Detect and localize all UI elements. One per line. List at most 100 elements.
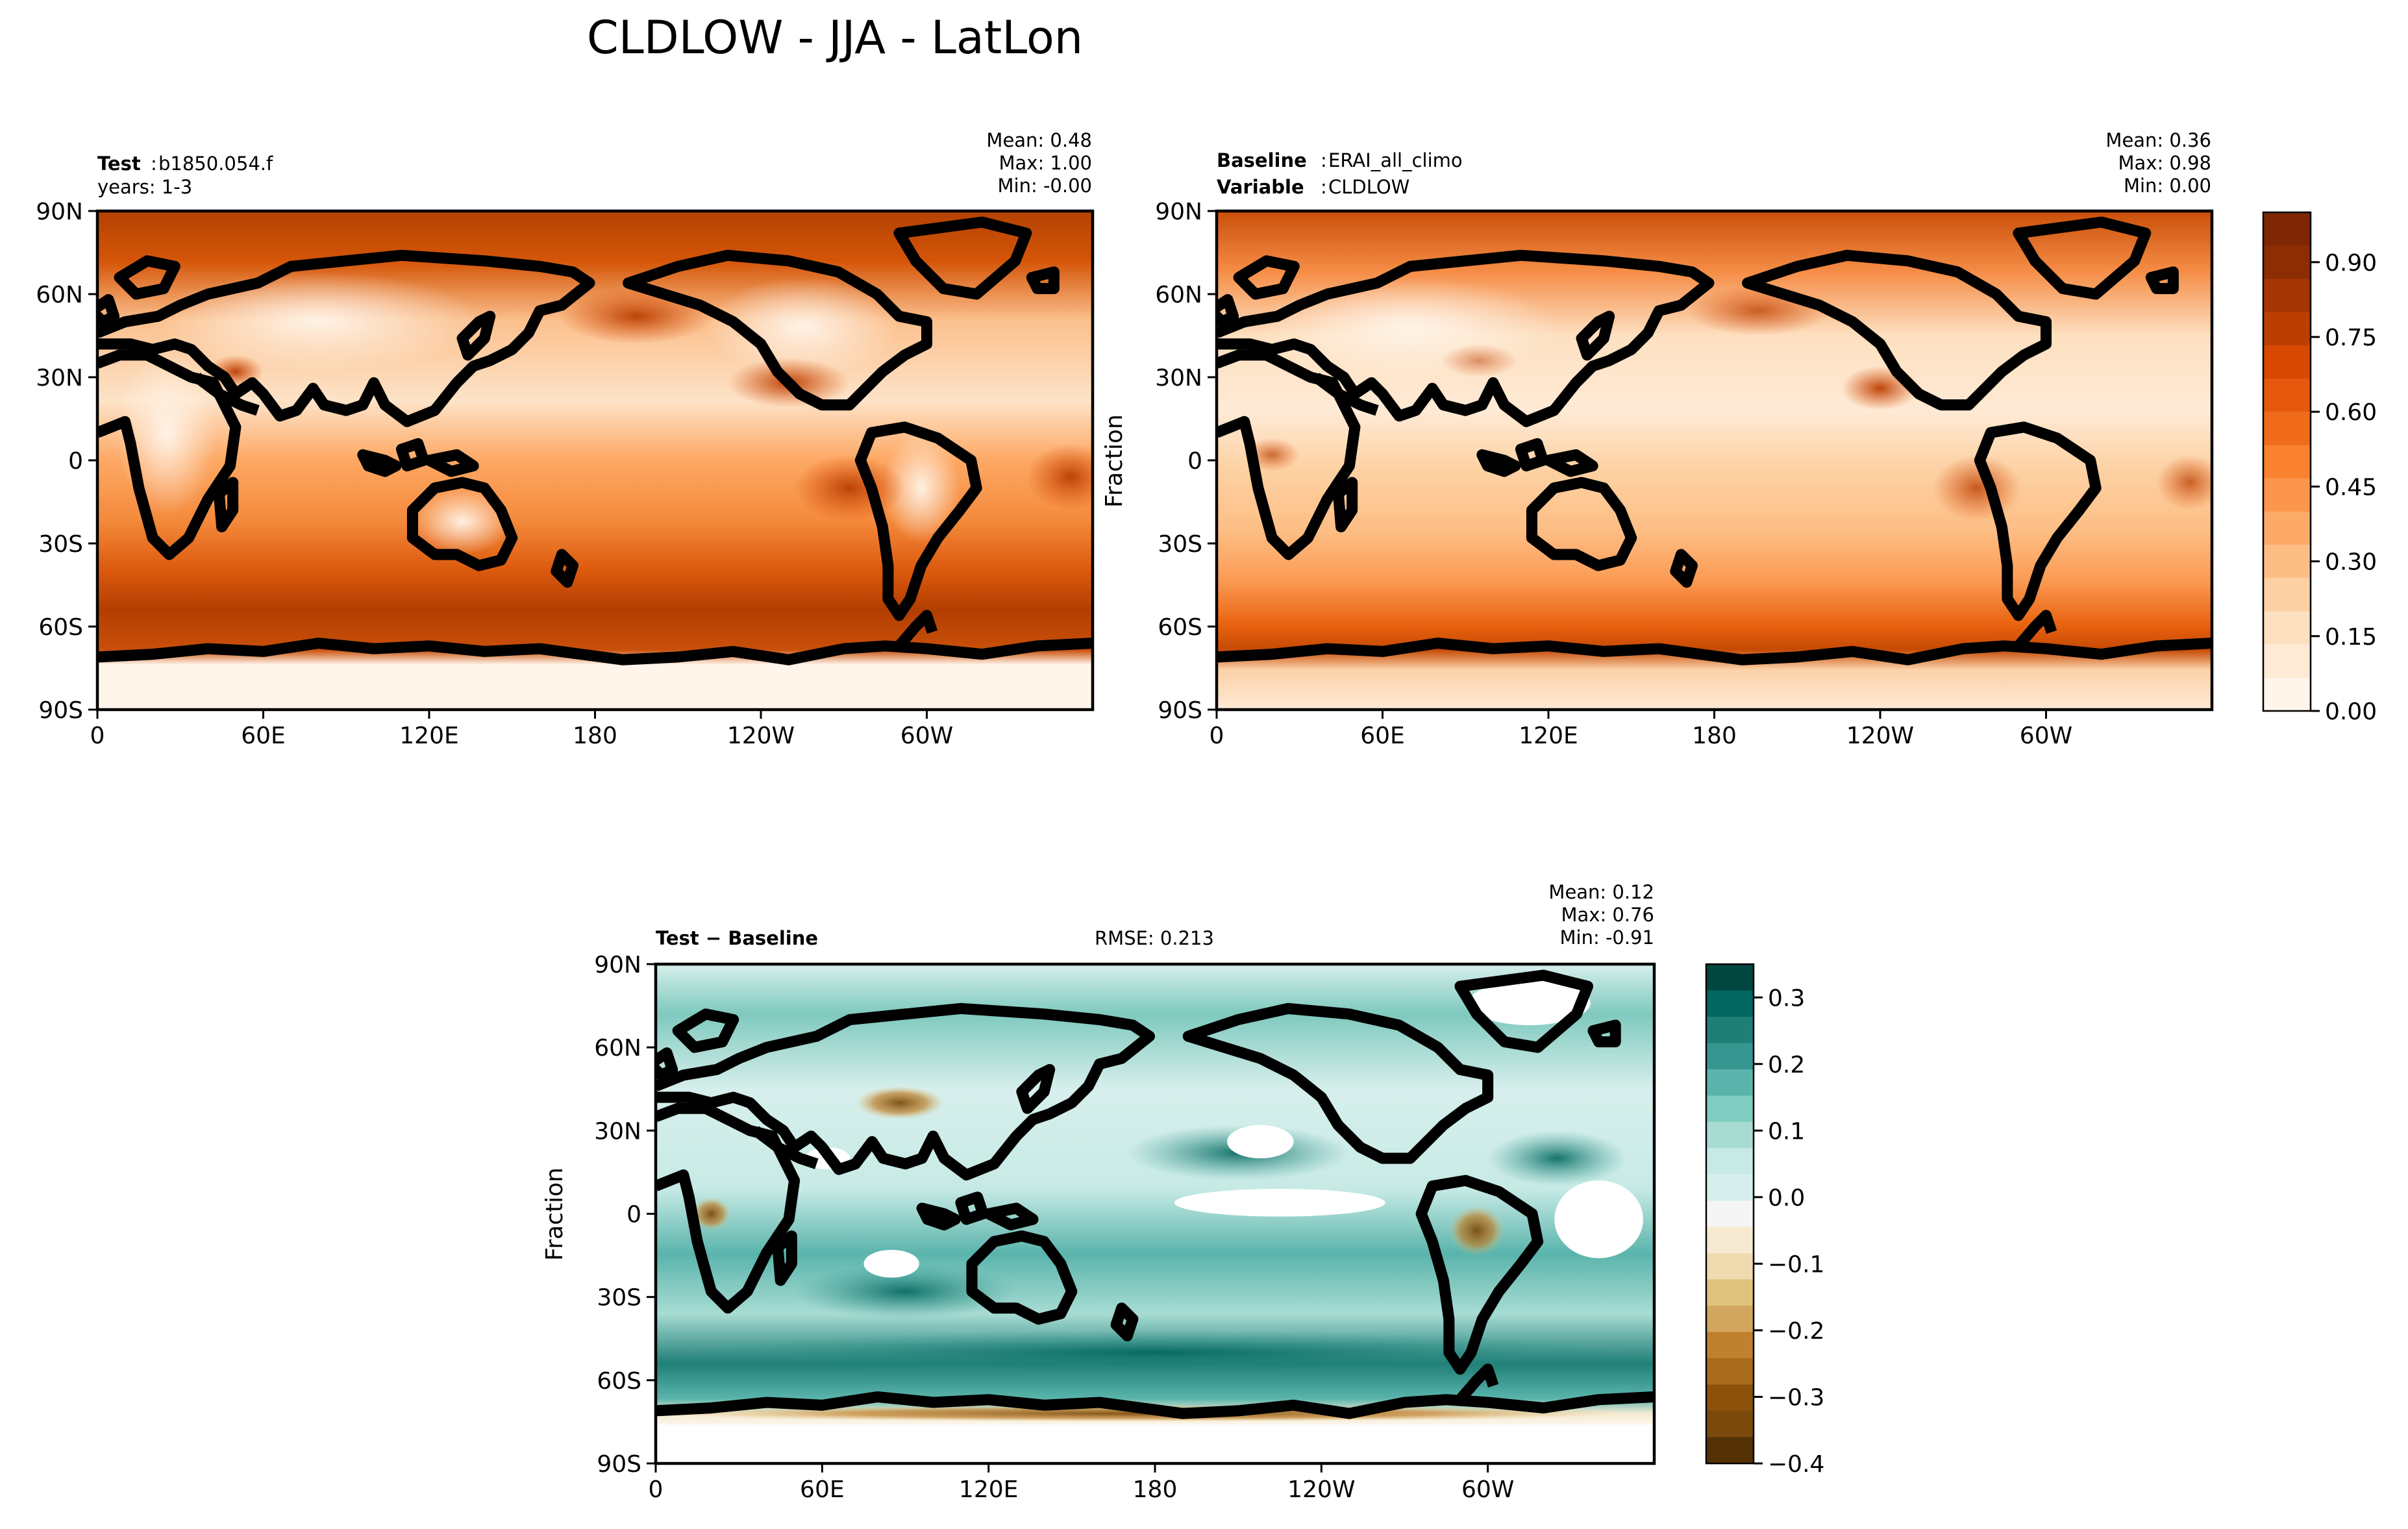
- y-tick-label: 30S: [38, 531, 83, 558]
- y-tick-label: 30S: [1158, 531, 1202, 558]
- diff-asia-brown: [855, 1086, 945, 1120]
- baseline-npac-hot: [1686, 286, 1831, 336]
- x-tick-label: 120E: [399, 723, 458, 749]
- test-label-sep: :: [151, 153, 157, 175]
- panel-baseline: Baseline : ERAI_all_climo Variable : CLD…: [1101, 129, 2214, 712]
- y-tick-label: 30N: [594, 1118, 641, 1145]
- y-tick-label: 60N: [1155, 282, 1202, 308]
- x-tick-label: 60W: [2020, 723, 2072, 749]
- diff-label-bold: Test − Baseline: [656, 927, 818, 949]
- diff-africa-brown: [691, 1197, 731, 1231]
- colorbar-difference: 0.3 0.2 0.1 0.0 −0.1 −0.2 −0.3 −0.4: [1705, 963, 1824, 1478]
- test-label-text: b1850.054.f: [158, 153, 273, 175]
- baseline-label-text: ERAI_all_climo: [1328, 149, 1463, 171]
- baseline-variable-text: CLDLOW: [1328, 176, 1409, 198]
- panel-test: Test : b1850.054.f years: 1-3 Mean: 0.48…: [95, 129, 1095, 712]
- diff-so-teal: [669, 1330, 1641, 1375]
- diff-mask-io: [863, 1250, 919, 1278]
- y-tick-label: 90S: [1158, 697, 1202, 724]
- colorbar-fraction: 0.00 0.15 0.30 0.45 0.60 0.75 0.90: [2262, 211, 2377, 725]
- colorbar-tick-label: 0.90: [2325, 250, 2377, 277]
- test-australia-pale: [412, 488, 512, 555]
- diff-rmse: RMSE: 0.213: [1095, 927, 1214, 949]
- test-axis-ticks: 0 60E 120E 180 120W 60W 90N 60N 30N 0 30S 60S 90S: [36, 199, 953, 749]
- baseline-seatl-hot: [2156, 454, 2212, 510]
- x-tick-label: 180: [573, 723, 617, 749]
- y-tick-label: 60S: [1158, 614, 1202, 641]
- colorbar-difference-frame: [1705, 963, 1755, 1465]
- test-namerica-pale: [705, 277, 899, 377]
- y-tick-label: 90N: [1155, 199, 1202, 225]
- y-tick-label: 0: [68, 448, 83, 475]
- diff-seind-teal: [794, 1263, 1017, 1319]
- diff-natl-teal: [1487, 1130, 1627, 1186]
- colorbar-fraction-frame: [2262, 211, 2312, 712]
- y-tick-label: 90S: [38, 697, 83, 724]
- diff-amazon-brown: [1448, 1205, 1505, 1256]
- baseline-map: [1217, 211, 2212, 710]
- colorbar-tick-label: 0.1: [1768, 1118, 1805, 1145]
- y-tick-label: 0: [1187, 448, 1202, 475]
- y-tick-label: 90N: [594, 952, 641, 978]
- y-tick-label: 60S: [597, 1368, 641, 1395]
- x-tick-label: 120W: [727, 723, 795, 749]
- colorbar-tick-label: −0.4: [1768, 1451, 1824, 1478]
- y-tick-label: 30S: [597, 1285, 641, 1311]
- test-eurasia-pale: [153, 271, 485, 372]
- colorbar-fraction-bar: [2263, 212, 2311, 711]
- baseline-label-bold: Baseline: [1217, 149, 1307, 171]
- test-map: [97, 211, 1093, 710]
- colorbar-tick-label: 0.3: [1768, 985, 1805, 1012]
- test-samerica-pale: [882, 432, 960, 543]
- test-mean: Mean: 0.48: [986, 129, 1092, 151]
- x-tick-label: 0: [1210, 723, 1224, 749]
- y-tick-label: 60N: [36, 282, 83, 308]
- x-tick-label: 60W: [1461, 1476, 1514, 1503]
- x-tick-label: 60W: [900, 723, 953, 749]
- test-seatl-hot: [1026, 443, 1093, 510]
- y-tick-label: 60S: [38, 614, 83, 641]
- x-tick-label: 0: [90, 723, 105, 749]
- x-tick-label: 120W: [1846, 723, 1914, 749]
- x-tick-label: 60E: [800, 1476, 845, 1503]
- colorbar-difference-bar: [1706, 964, 1754, 1463]
- colorbar-fraction-ticks: 0.00 0.15 0.30 0.45 0.60 0.75 0.90: [2311, 250, 2377, 725]
- diff-mask-atl: [1554, 1180, 1643, 1258]
- baseline-tibet: [1440, 343, 1519, 377]
- colorbar-tick-label: 0.2: [1768, 1052, 1805, 1078]
- y-tick-label: 90N: [36, 199, 83, 225]
- diff-mask-epac: [1174, 1189, 1385, 1217]
- baseline-variable-sep: :: [1321, 176, 1327, 198]
- colorbar-tick-label: 0.0: [1768, 1185, 1805, 1212]
- x-tick-label: 60E: [241, 723, 286, 749]
- y-tick-label: 0: [627, 1202, 641, 1228]
- baseline-label-sep: :: [1321, 149, 1327, 171]
- x-tick-label: 180: [1133, 1476, 1178, 1503]
- x-tick-label: 0: [649, 1476, 664, 1503]
- diff-ylabel: Fraction: [541, 1167, 568, 1261]
- colorbar-tick-label: 0.30: [2325, 549, 2377, 576]
- x-tick-label: 120E: [959, 1476, 1018, 1503]
- figure-title: CLDLOW - JJA - LatLon: [587, 11, 1083, 64]
- test-label-bold: Test: [97, 153, 141, 175]
- x-tick-label: 180: [1692, 723, 1737, 749]
- diff-mask-greenland: [1468, 980, 1591, 1025]
- colorbar-tick-label: 0.45: [2325, 474, 2377, 501]
- x-tick-label: 120E: [1519, 723, 1578, 749]
- test-max: Max: 1.00: [999, 152, 1092, 174]
- baseline-axis-ticks: 0 60E 120E 180 120W 60W 90N 60N 30N 0 30S 60S 90S: [1155, 199, 2072, 749]
- difference-axis-ticks: 0 60E 120E 180 120W 60W 90N 60N 30N 0 30S 60S 90S: [594, 952, 1514, 1503]
- colorbar-difference-ticks: 0.3 0.2 0.1 0.0 −0.1 −0.2 −0.3 −0.4: [1754, 985, 1824, 1478]
- y-tick-label: 90S: [597, 1451, 641, 1478]
- colorbar-tick-label: 0.00: [2325, 699, 2377, 725]
- colorbar-tick-label: 0.60: [2325, 399, 2377, 426]
- colorbar-tick-label: −0.3: [1768, 1384, 1824, 1411]
- diff-max: Max: 0.76: [1561, 904, 1654, 926]
- diff-mean: Mean: 0.12: [1548, 881, 1654, 903]
- panel-difference: Test − Baseline RMSE: 0.213 Mean: 0.12 M…: [541, 881, 1656, 1465]
- x-tick-label: 60E: [1360, 723, 1405, 749]
- x-tick-label: 120W: [1287, 1476, 1355, 1503]
- colorbar-tick-label: 0.75: [2325, 325, 2377, 351]
- diff-min: Min: -0.91: [1560, 926, 1654, 949]
